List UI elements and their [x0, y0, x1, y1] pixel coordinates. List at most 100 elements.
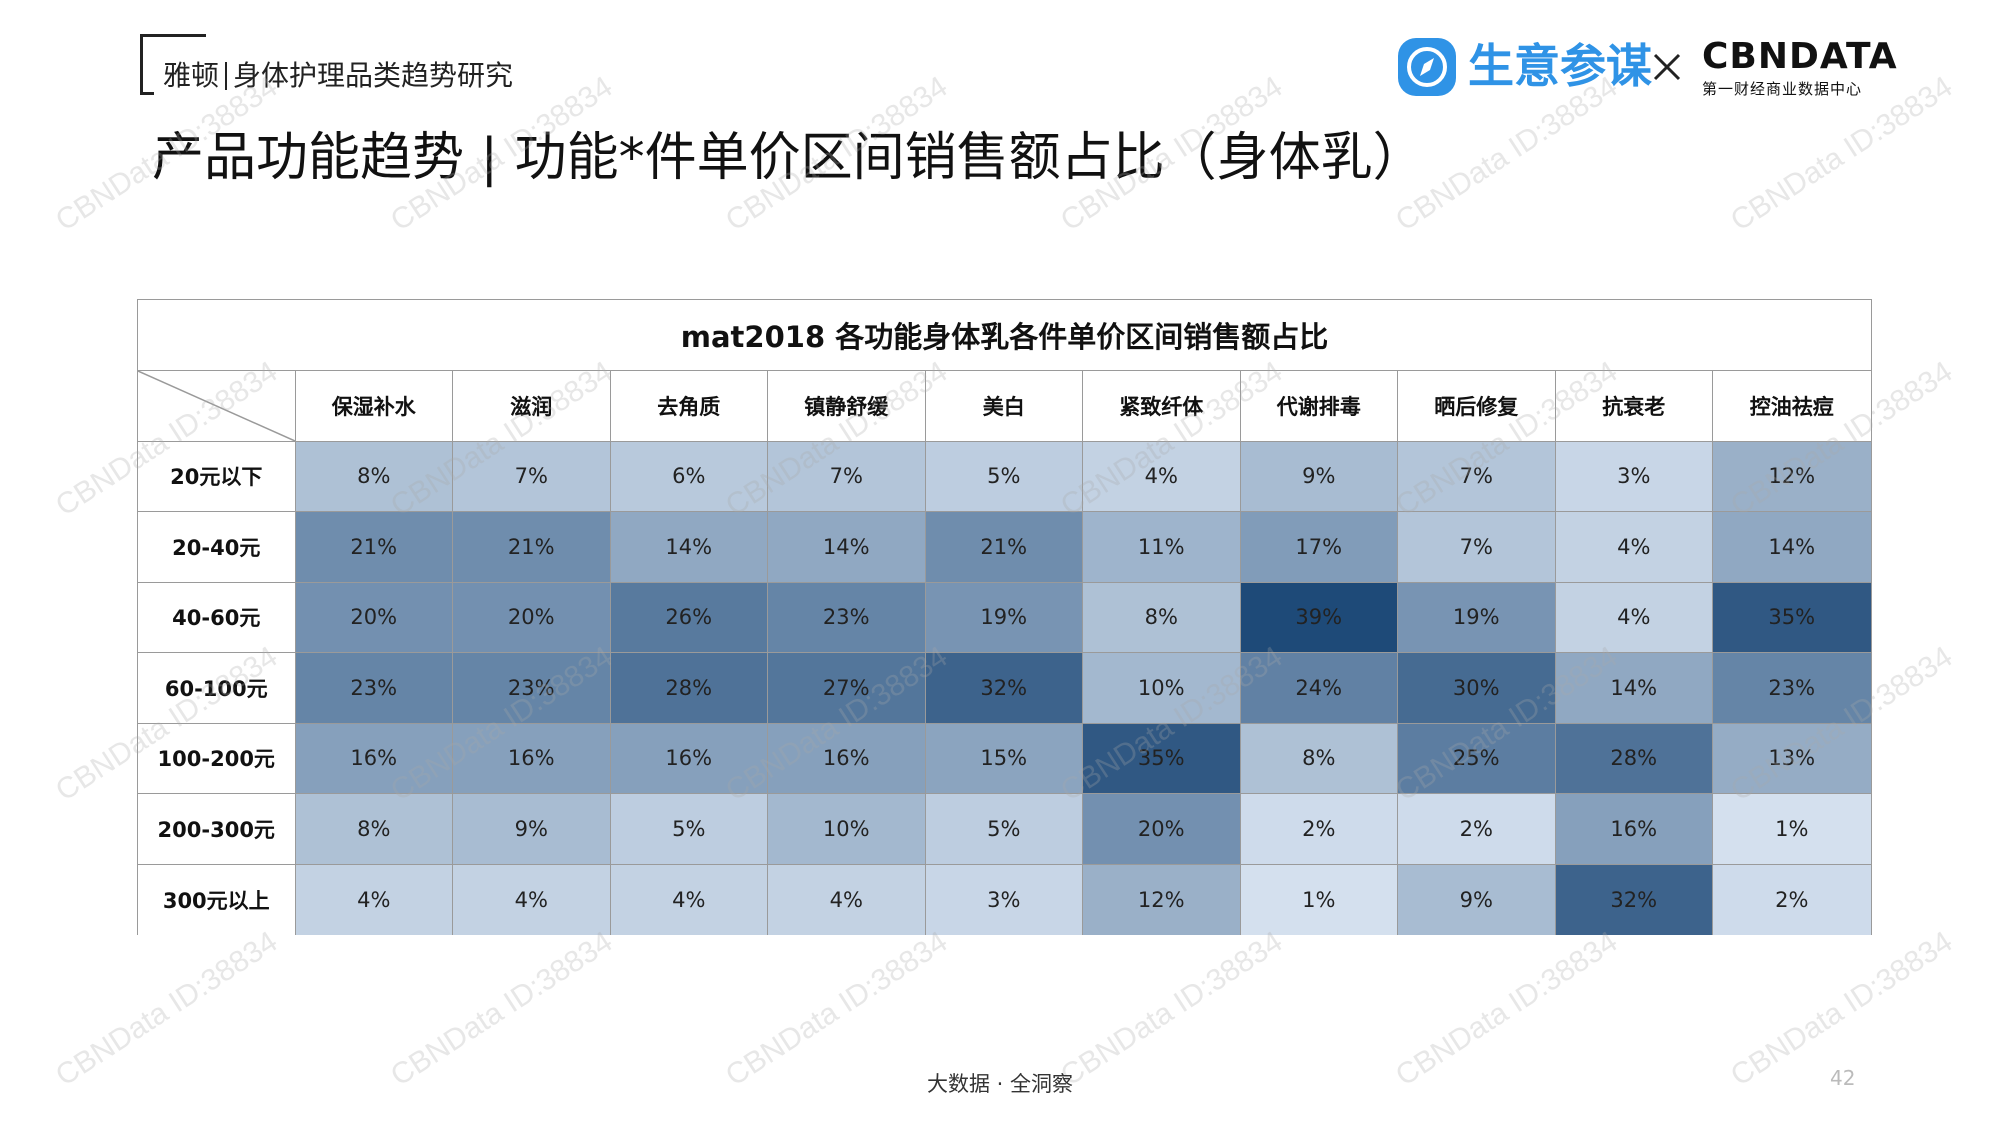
heatmap-cell: 1% — [1240, 864, 1398, 935]
row-header: 60-100元 — [138, 653, 296, 724]
heatmap-cell: 28% — [610, 653, 768, 724]
row-header: 20元以下 — [138, 441, 296, 512]
heatmap-cell: 4% — [768, 864, 926, 935]
heatmap-cell: 20% — [295, 582, 453, 653]
heatmap-cell: 23% — [295, 653, 453, 724]
heatmap-cell: 14% — [1713, 512, 1871, 583]
heatmap-cell: 4% — [1083, 441, 1241, 512]
page-number: 42 — [1830, 1066, 1856, 1090]
logo-cbndata: CBNDATA — [1702, 36, 1898, 77]
heatmap-cell: 13% — [1713, 723, 1871, 794]
heatmap-cell: 5% — [925, 441, 1083, 512]
row-header: 200-300元 — [138, 794, 296, 865]
column-header: 镇静舒缓 — [768, 371, 926, 442]
row-header: 100-200元 — [138, 723, 296, 794]
heatmap-cell: 10% — [768, 794, 926, 865]
compass-icon — [1398, 38, 1456, 96]
heatmap-cell: 8% — [295, 441, 453, 512]
heatmap-cell: 15% — [925, 723, 1083, 794]
heatmap-cell: 14% — [1555, 653, 1713, 724]
heatmap-cell: 1% — [1713, 794, 1871, 865]
heatmap-cell: 7% — [1398, 512, 1556, 583]
heatmap-cell: 16% — [295, 723, 453, 794]
heatmap-cell: 9% — [453, 794, 611, 865]
column-header: 晒后修复 — [1398, 371, 1556, 442]
heatmap-cell: 8% — [1083, 582, 1241, 653]
heatmap-cell: 26% — [610, 582, 768, 653]
heatmap-cell: 35% — [1713, 582, 1871, 653]
heatmap-cell: 12% — [1083, 864, 1241, 935]
heatmap-cell: 35% — [1083, 723, 1241, 794]
heatmap-cell: 2% — [1398, 794, 1556, 865]
column-header: 去角质 — [610, 371, 768, 442]
heatmap-cell: 39% — [1240, 582, 1398, 653]
brand-divider — [225, 62, 228, 90]
column-header: 保湿补水 — [295, 371, 453, 442]
heatmap-cell: 5% — [610, 794, 768, 865]
heatmap-cell: 30% — [1398, 653, 1556, 724]
heatmap-cell: 25% — [1398, 723, 1556, 794]
heatmap-cell: 32% — [1555, 864, 1713, 935]
heatmap-cell: 8% — [1240, 723, 1398, 794]
logo-cbndata-subtitle: 第一财经商业数据中心 — [1702, 80, 1863, 98]
heatmap-cell: 20% — [1083, 794, 1241, 865]
brand-bracket — [140, 34, 206, 95]
heatmap-cell: 16% — [1555, 794, 1713, 865]
heatmap-cell: 21% — [453, 512, 611, 583]
heatmap-cell: 17% — [1240, 512, 1398, 583]
heatmap-cell: 21% — [295, 512, 453, 583]
heatmap-cell: 9% — [1398, 864, 1556, 935]
heatmap-cell: 4% — [610, 864, 768, 935]
heatmap-table: mat2018 各功能身体乳各件单价区间销售额占比 保湿补水 滋润 去角质 镇静舒缓美… — [137, 299, 1872, 935]
brand-name: 雅顿 — [163, 59, 220, 92]
heatmap-cell: 11% — [1083, 512, 1241, 583]
row-header: 40-60元 — [138, 582, 296, 653]
heatmap-cell: 14% — [768, 512, 926, 583]
logo-shengyicanmou: 生意参谋 — [1468, 39, 1652, 93]
footer-slogan: 大数据 · 全洞察 — [926, 1072, 1074, 1096]
heatmap-cell: 23% — [453, 653, 611, 724]
heatmap-cell: 32% — [925, 653, 1083, 724]
page-title: 产品功能趋势 | 功能*件单价区间销售额占比（身体乳） — [152, 128, 1425, 188]
column-header: 美白 — [925, 371, 1083, 442]
column-header: 抗衰老 — [1555, 371, 1713, 442]
heatmap-cell: 21% — [925, 512, 1083, 583]
heatmap-cell: 27% — [768, 653, 926, 724]
heatmap-cell: 9% — [1240, 441, 1398, 512]
column-header: 滋润 — [453, 371, 611, 442]
heatmap-cell: 19% — [925, 582, 1083, 653]
heatmap-cell: 10% — [1083, 653, 1241, 724]
heatmap-cell: 12% — [1713, 441, 1871, 512]
heatmap-cell: 28% — [1555, 723, 1713, 794]
heatmap-cell: 3% — [1555, 441, 1713, 512]
row-header: 300元以上 — [138, 864, 296, 935]
heatmap-cell: 5% — [925, 794, 1083, 865]
heatmap-cell: 7% — [453, 441, 611, 512]
heatmap-cell: 4% — [295, 864, 453, 935]
heatmap-cell: 7% — [768, 441, 926, 512]
column-header: 控油祛痘 — [1713, 371, 1871, 442]
corner-cell — [138, 371, 296, 442]
heatmap-cell: 4% — [1555, 582, 1713, 653]
cross-icon — [1653, 53, 1681, 81]
heatmap-cell: 2% — [1240, 794, 1398, 865]
heatmap-grid: 保湿补水 滋润 去角质 镇静舒缓 美白 紧致纤体 代谢排毒 晒后修复 抗衰老 控油祛痘 20元以下 8… — [138, 371, 1871, 935]
heatmap-cell: 14% — [610, 512, 768, 583]
heatmap-cell: 23% — [1713, 653, 1871, 724]
brand-subtitle: 身体护理品类趋势研究 — [233, 59, 514, 92]
heatmap-cell: 3% — [925, 864, 1083, 935]
heatmap-cell: 8% — [295, 794, 453, 865]
heatmap-cell: 16% — [610, 723, 768, 794]
heatmap-cell: 4% — [1555, 512, 1713, 583]
brand-label: 雅顿 身体护理品类趋势研究 — [163, 58, 513, 94]
diagonal-line — [138, 371, 295, 441]
heatmap-cell: 7% — [1398, 441, 1556, 512]
chart-title: mat2018 各功能身体乳各件单价区间销售额占比 — [138, 300, 1871, 371]
heatmap-cell: 4% — [453, 864, 611, 935]
heatmap-cell: 23% — [768, 582, 926, 653]
heatmap-cell: 2% — [1713, 864, 1871, 935]
heatmap-cell: 16% — [453, 723, 611, 794]
heatmap-cell: 6% — [610, 441, 768, 512]
column-header: 紧致纤体 — [1083, 371, 1241, 442]
row-header: 20-40元 — [138, 512, 296, 583]
